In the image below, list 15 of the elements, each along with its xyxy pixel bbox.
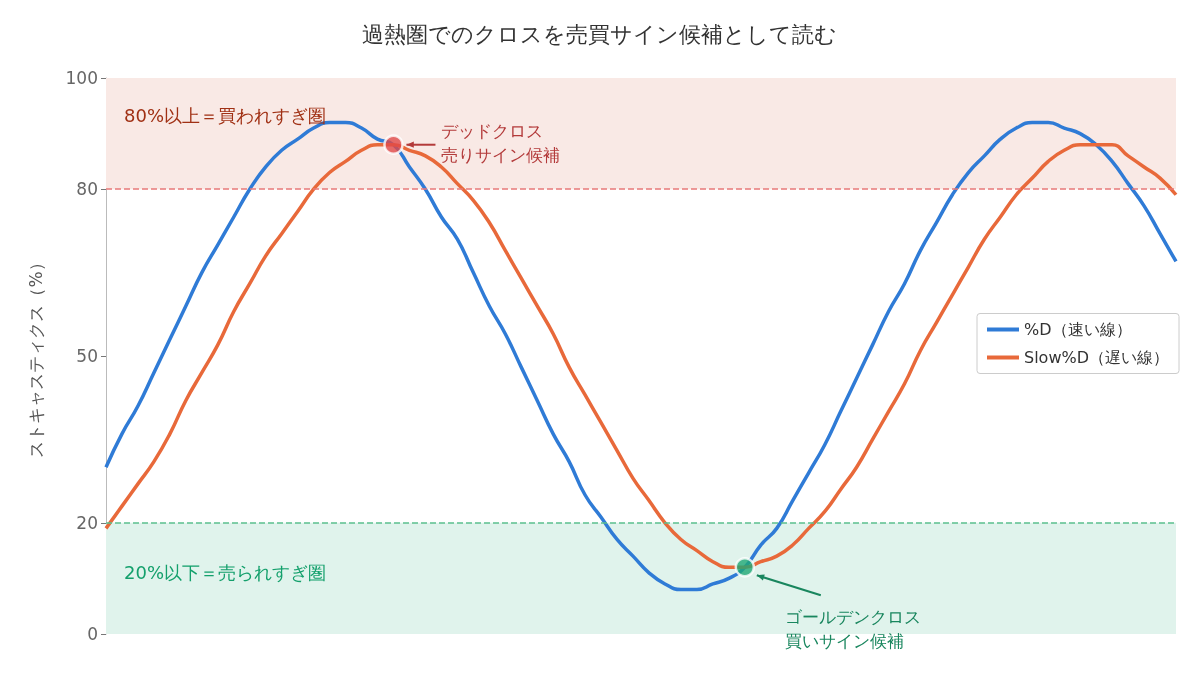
band-label: 80%以上＝買われすぎ圏 [124,105,327,127]
chart-title: 過熱圏でのクロスを売買サイン候補として読む [362,21,837,47]
y-tick-label: 100 [65,68,98,88]
legend-label: %D（速い線） [1024,320,1132,339]
band-label: 20%以下＝売られすぎ圏 [124,561,327,583]
legend-label: Slow%D（遅い線） [1024,348,1169,367]
annotation: ゴールデンクロス [784,607,921,628]
annotation: 買いサイン候補 [784,631,904,652]
y-tick-label: 50 [76,346,98,366]
annotation: 売りサイン候補 [441,144,561,165]
y-tick-label: 20 [76,512,98,533]
y-tick-label: 0 [87,624,98,644]
y-axis-title: ストキャスティクス（%） [25,254,46,458]
annotation: デッドクロス [441,120,544,141]
y-tick-label: 80 [76,179,98,200]
